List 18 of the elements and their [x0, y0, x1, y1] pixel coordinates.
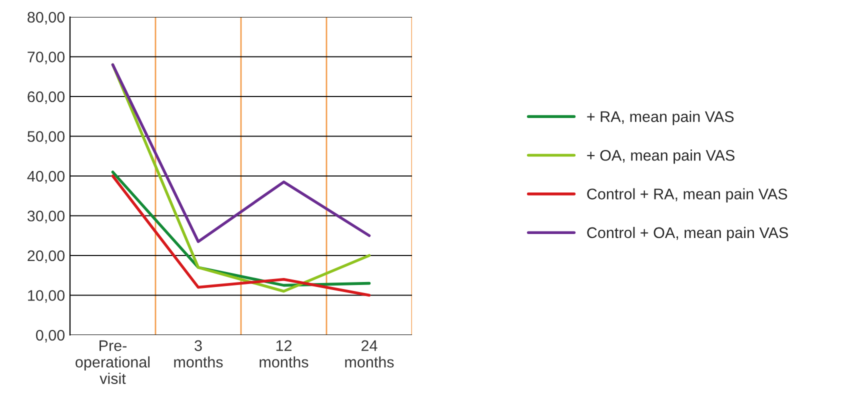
line-series	[111, 63, 371, 243]
legend-label: Control + OA, mean pain VAS	[587, 226, 788, 242]
legend-label: + RA, mean pain VAS	[587, 110, 734, 126]
y-tick-label: 40,00	[27, 170, 65, 184]
x-tick-label: 12 months	[260, 340, 308, 368]
y-tick-label: 10,00	[28, 290, 65, 303]
y-tick-label: 70,00	[28, 52, 65, 64]
legend-label: Control + RA, mean pain VAS	[587, 188, 788, 202]
legend-label: + OA, mean pain VAS	[587, 150, 734, 164]
y-tick-label: 0,00	[36, 330, 65, 342]
y-tick-label: 50,00	[28, 131, 65, 144]
y-tick-label: 60,00	[28, 91, 65, 104]
x-tick-label: Pre-operational visit	[76, 340, 150, 384]
y-tick-label: 80,00	[28, 12, 65, 24]
y-tick-label: 20,00	[28, 250, 65, 263]
x-tick-label: 3 months	[174, 340, 223, 368]
x-tick-label: 24 months	[345, 340, 394, 368]
y-tick-label: 30,00	[27, 210, 65, 224]
